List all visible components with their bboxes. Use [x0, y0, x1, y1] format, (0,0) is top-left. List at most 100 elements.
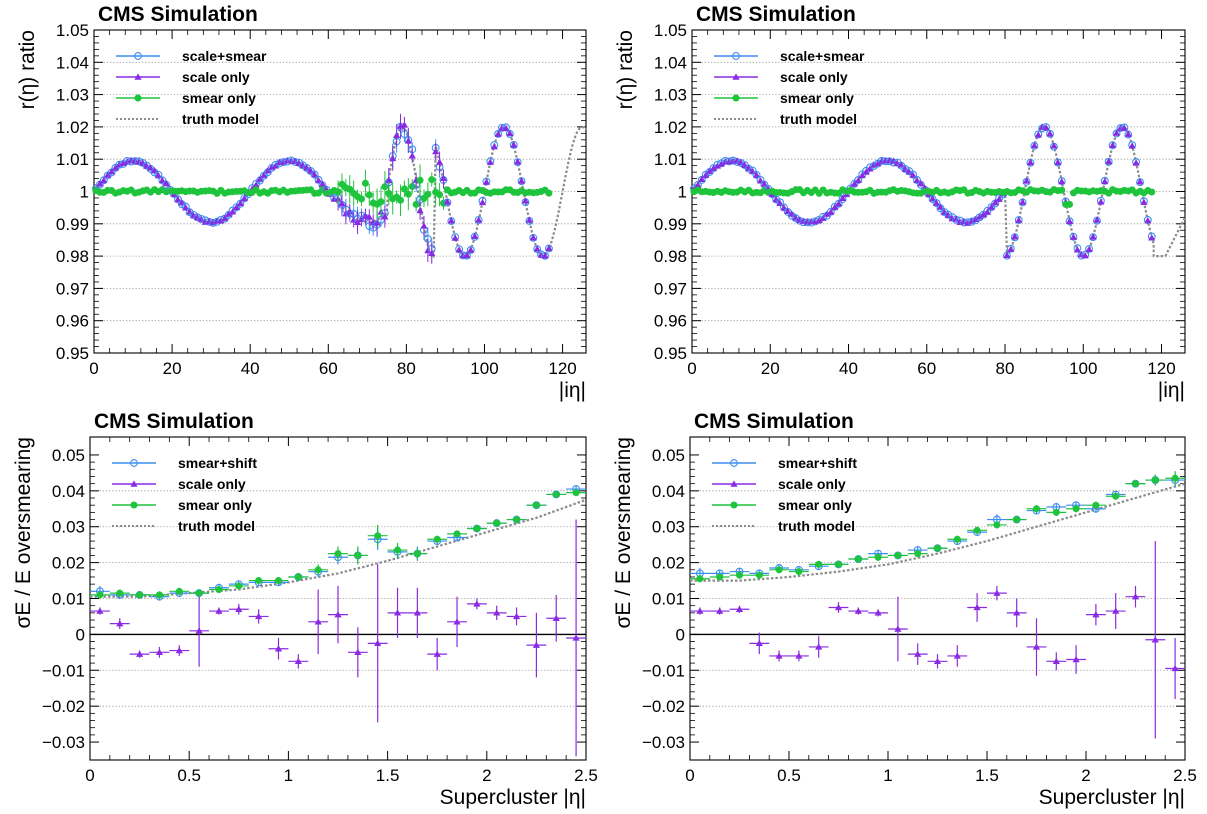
smear-only-point	[1013, 516, 1021, 524]
truth-model-curve	[90, 498, 587, 598]
scale-only-point	[303, 164, 311, 171]
scale-only-point	[100, 176, 108, 184]
x-tick-label: 60	[319, 359, 338, 378]
smear-only-point	[854, 555, 862, 563]
scale-only-point	[107, 168, 116, 175]
y-tick-label: 1.01	[56, 150, 89, 169]
scale-only-point	[1136, 177, 1144, 185]
scale-only-point	[775, 652, 783, 659]
scale-only-point	[517, 177, 526, 184]
scale-only-point	[432, 147, 440, 155]
scale-only-point	[991, 198, 999, 206]
x-tick-label: 40	[241, 359, 260, 378]
scale-only-point	[271, 162, 280, 169]
scale-only-point	[1081, 252, 1089, 259]
scale-only-point	[905, 168, 913, 175]
scale-only-point	[1120, 124, 1128, 131]
smear-only-point	[314, 566, 322, 574]
scale-only-point	[1144, 217, 1152, 224]
scale-only-point	[235, 605, 243, 612]
scale-only-point	[1171, 664, 1179, 672]
scale-only-point	[1069, 233, 1078, 240]
y-tick-label: 1.01	[654, 150, 687, 169]
scale-only-point	[433, 650, 441, 657]
y-tick-label: 1.03	[654, 86, 687, 105]
scale-only-point	[933, 657, 942, 665]
scale-only-point	[514, 158, 522, 165]
y-tick-label: 0.05	[652, 446, 685, 465]
y-tick-label: 0.96	[56, 312, 89, 331]
scale-only-point	[116, 620, 124, 627]
scale-only-point	[154, 171, 163, 179]
scale-only-point	[541, 252, 549, 259]
smear-only-point	[755, 571, 763, 579]
scale-only-point	[1124, 130, 1132, 137]
smear-only-point	[1148, 188, 1156, 196]
smear-only-point	[532, 501, 540, 509]
scale-only-point	[532, 641, 540, 648]
smear-only-point	[914, 550, 922, 558]
legend-label: scale only	[178, 476, 246, 492]
y-tick-label: −0.03	[42, 733, 85, 752]
scale-only-point	[1046, 130, 1054, 137]
smear-only-point	[933, 544, 941, 552]
scale-only-point	[835, 200, 843, 207]
scale-only-point	[815, 643, 823, 650]
smear-only-point	[365, 191, 373, 199]
scale-smear-point	[1069, 232, 1078, 241]
plot-area	[92, 113, 587, 264]
scale-only-point	[973, 603, 981, 611]
scale-only-point	[420, 222, 428, 229]
y-tick-label: 1.02	[56, 118, 89, 137]
x-tick-label: 100	[1069, 359, 1097, 378]
scale-only-point	[960, 217, 968, 225]
scale-only-point	[104, 171, 112, 178]
scale-only-point	[256, 175, 264, 182]
scale-smear-point	[1006, 244, 1015, 253]
scale-only-point	[225, 210, 233, 217]
scale-only-point	[1109, 141, 1117, 149]
y-tick-label: 0.95	[56, 344, 89, 363]
scale-only-point	[1072, 655, 1080, 663]
scale-smear-point	[482, 177, 491, 186]
scale-smear-point	[779, 203, 788, 212]
smear-only-point	[394, 546, 402, 554]
legend-label: truth model	[178, 518, 255, 534]
y-tick-label: 0.03	[52, 518, 85, 537]
scale-only-point	[162, 179, 170, 187]
scale-only-point	[346, 208, 354, 215]
scale-only-point	[463, 251, 471, 259]
scale-only-point	[1112, 607, 1120, 614]
truth-model-curve	[690, 482, 1186, 582]
scale-only-point	[139, 159, 147, 166]
x-axis-label: Supercluster |η|	[440, 786, 586, 809]
scale-only-point	[428, 249, 436, 257]
y-tick-label: 1.03	[56, 86, 89, 105]
x-tick-label: 80	[996, 359, 1015, 378]
scale-only-point	[473, 600, 481, 607]
scale-only-point	[197, 215, 205, 223]
scale-only-point	[143, 162, 151, 169]
smear-only-point	[215, 586, 223, 594]
scale-only-point	[389, 154, 397, 162]
legend-marker	[130, 501, 138, 509]
scale-only-point	[755, 639, 763, 647]
scale-only-point	[694, 181, 702, 188]
scale-only-point	[490, 143, 498, 150]
scale-only-point	[894, 625, 902, 632]
scale-only-point	[909, 171, 917, 178]
y-tick-label: 0.01	[52, 590, 85, 609]
smear-only-point	[235, 582, 243, 590]
smear-only-point	[716, 573, 724, 581]
scale-only-point	[135, 158, 143, 165]
scale-only-point	[416, 206, 424, 214]
scale-only-point	[889, 157, 898, 164]
scale-only-point	[413, 609, 421, 616]
smear-only-point	[1033, 505, 1041, 513]
scale-only-point	[1112, 129, 1121, 136]
scale-only-point	[735, 605, 744, 612]
legend-marker	[134, 52, 142, 60]
y-tick-label: 0.98	[654, 247, 687, 266]
smear-only-point	[116, 589, 124, 597]
